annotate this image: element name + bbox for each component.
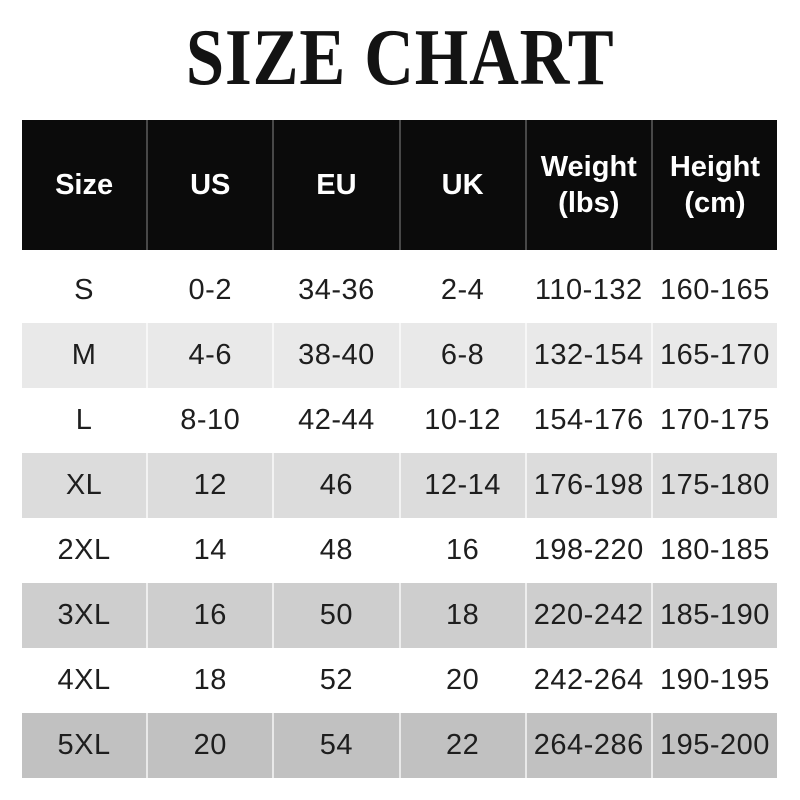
table-cell: 5XL: [22, 713, 149, 778]
table-cell: 22: [401, 713, 527, 778]
table-cell: 34-36: [274, 258, 401, 323]
table-cell: 190-195: [659, 664, 770, 696]
table-cell: L: [22, 388, 149, 453]
column-header-weight: Weight (lbs): [527, 120, 653, 250]
table-cell: 132-154: [527, 323, 653, 388]
table-cell: 154-176: [527, 388, 653, 453]
table-cell: 52: [274, 648, 401, 713]
table-cell: 264-286: [527, 713, 653, 778]
table-cell: 46: [274, 453, 401, 518]
table-cell: 175-180: [659, 469, 770, 501]
table-row: XL 12 46 12-14 176-198 175-180: [22, 453, 777, 518]
column-header-size: Size: [22, 120, 149, 250]
table-cell: XL: [22, 453, 149, 518]
table-cell: 10-12: [401, 388, 527, 453]
table-cell: 0-2: [148, 258, 275, 323]
table-cell: 195-200: [659, 729, 770, 761]
table-row: 4XL 18 52 20 242-264 190-195: [22, 648, 777, 713]
table-row: 3XL 16 50 18 220-242 185-190: [22, 583, 777, 648]
table-cell: 14: [148, 518, 275, 583]
table-cell: 176-198: [527, 453, 653, 518]
table-cell: 2XL: [22, 518, 149, 583]
table-cell: 220-242: [527, 583, 653, 648]
table-row: L 8-10 42-44 10-12 154-176 170-175: [22, 388, 777, 453]
table-cell: S: [22, 258, 149, 323]
table-cell: 160-165: [659, 274, 770, 306]
table-cell: 180-185: [659, 534, 770, 566]
table-cell: 42-44: [274, 388, 401, 453]
table-cell: 16: [401, 518, 527, 583]
table-cell: 18: [148, 648, 275, 713]
table-cell: 12: [148, 453, 275, 518]
table-cell: 3XL: [22, 583, 149, 648]
table-cell: 48: [274, 518, 401, 583]
table-cell: 170-175: [659, 404, 770, 436]
table-row: 5XL 20 54 22 264-286 195-200: [22, 713, 777, 778]
table-cell: 16: [148, 583, 275, 648]
table-cell: 4-6: [148, 323, 275, 388]
table-row: S 0-2 34-36 2-4 110-132 160-165: [22, 258, 777, 323]
table-row: M 4-6 38-40 6-8 132-154 165-170: [22, 323, 777, 388]
table-cell: 18: [401, 583, 527, 648]
table-cell: 20: [401, 648, 527, 713]
title-row: SIZE CHART: [0, 0, 800, 98]
table-header-row: Size US EU UK Weight (lbs) Height (cm): [22, 120, 777, 250]
table-cell: 6-8: [401, 323, 527, 388]
table-cell: 2-4: [401, 258, 527, 323]
table-cell: 12-14: [401, 453, 527, 518]
column-header-us: US: [148, 120, 275, 250]
page-title: SIZE CHART: [185, 14, 615, 102]
column-header-height: Height (cm): [669, 150, 761, 219]
table-cell: M: [22, 323, 149, 388]
table-cell: 242-264: [527, 648, 653, 713]
table-cell: 38-40: [274, 323, 401, 388]
column-header-uk: UK: [401, 120, 527, 250]
table-cell: 50: [274, 583, 401, 648]
table-cell: 110-132: [527, 258, 653, 323]
size-chart-table: Size US EU UK Weight (lbs) Height (cm) S…: [22, 120, 777, 778]
table-cell: 198-220: [527, 518, 653, 583]
table-cell: 8-10: [148, 388, 275, 453]
table-cell: 4XL: [22, 648, 149, 713]
table-body: S 0-2 34-36 2-4 110-132 160-165 M 4-6 38…: [22, 258, 777, 778]
table-cell: 54: [274, 713, 401, 778]
column-header-eu: EU: [274, 120, 401, 250]
table-row: 2XL 14 48 16 198-220 180-185: [22, 518, 777, 583]
table-cell: 20: [148, 713, 275, 778]
table-cell: 185-190: [659, 599, 770, 631]
table-cell: 165-170: [659, 339, 770, 371]
